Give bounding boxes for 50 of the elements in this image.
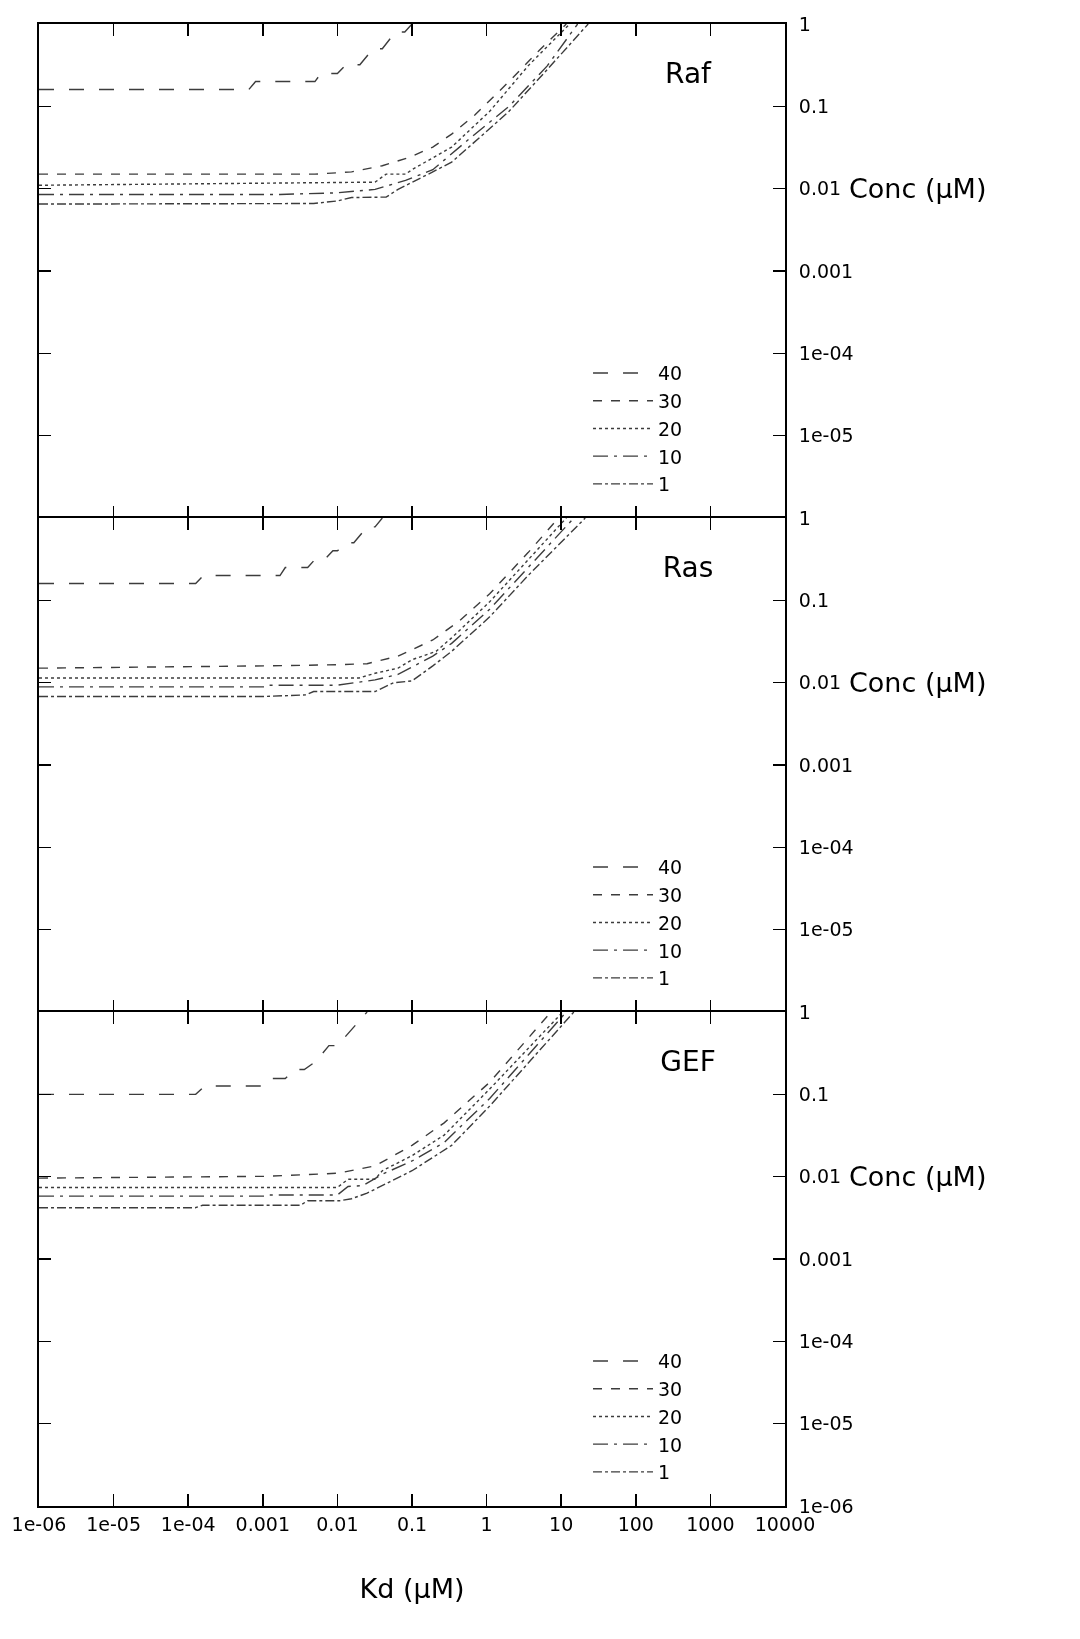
legend-label: 40 <box>658 856 683 879</box>
legend-label: 10 <box>658 1433 683 1456</box>
legend-label: 40 <box>658 1350 683 1373</box>
legend-label: 1 <box>658 473 671 496</box>
y-axis-title: Conc (μM) <box>849 1161 987 1192</box>
x-tick-label: 0.1 <box>396 1512 428 1535</box>
y-tick-label: 0.1 <box>798 94 830 117</box>
x-tick-label: 0.01 <box>316 1512 359 1535</box>
legend-label: 40 <box>658 362 683 385</box>
y-tick-label: 1e-04 <box>798 835 854 858</box>
y-tick-label: 0.01 <box>798 1165 842 1188</box>
y-axis-title: Conc (μM) <box>849 667 987 698</box>
y-tick-label: 0.01 <box>798 671 842 694</box>
x-tick-label: 1 <box>480 1512 493 1535</box>
x-tick-label: 100 <box>617 1512 654 1535</box>
y-tick-label: 1e-04 <box>798 341 854 364</box>
text: Ras <box>662 551 714 585</box>
legend-label: 10 <box>658 939 683 962</box>
y-tick-label: 1 <box>798 12 811 35</box>
y-tick-label: 0.001 <box>798 1247 854 1270</box>
legend-label: 10 <box>658 445 683 468</box>
text: Raf <box>665 57 713 91</box>
x-tick-label: 0.001 <box>235 1512 290 1535</box>
legend-label: 30 <box>658 884 683 907</box>
x-tick-label: 10 <box>549 1512 574 1535</box>
y-tick-label: 1e-05 <box>798 424 854 447</box>
legend-label: 30 <box>658 390 683 413</box>
y-tick-label: 0.1 <box>798 1082 830 1105</box>
y-axis-title: Conc (μM) <box>849 173 987 204</box>
x-tick-label: 1e-04 <box>160 1512 216 1535</box>
x-tick-label: 1e-05 <box>86 1512 142 1535</box>
y-tick-label: 0.001 <box>798 753 854 776</box>
legend-label: 20 <box>658 911 683 934</box>
legend-label: 20 <box>658 1405 683 1428</box>
text: GEF <box>660 1045 716 1079</box>
x-tick-label: 1e-06 <box>11 1512 67 1535</box>
y-tick-label: 0.001 <box>798 259 854 282</box>
legend-label: 20 <box>658 417 683 440</box>
y-tick-label: 0.1 <box>798 588 830 611</box>
legend-label: 30 <box>658 1378 683 1401</box>
y-tick-label: 1 <box>798 1000 811 1023</box>
legend-label: 1 <box>658 1461 671 1484</box>
y-tick-label: 0.01 <box>798 177 842 200</box>
y-tick-label: 1e-05 <box>798 1412 854 1435</box>
x-tick-label: 1000 <box>686 1512 735 1535</box>
y-tick-label: 1e-05 <box>798 918 854 941</box>
y-tick-label: 1 <box>798 506 811 529</box>
x-axis-title: Kd (μM) <box>359 1572 465 1604</box>
y-tick-label: 1e-04 <box>798 1329 854 1352</box>
legend-label: 1 <box>658 967 671 990</box>
